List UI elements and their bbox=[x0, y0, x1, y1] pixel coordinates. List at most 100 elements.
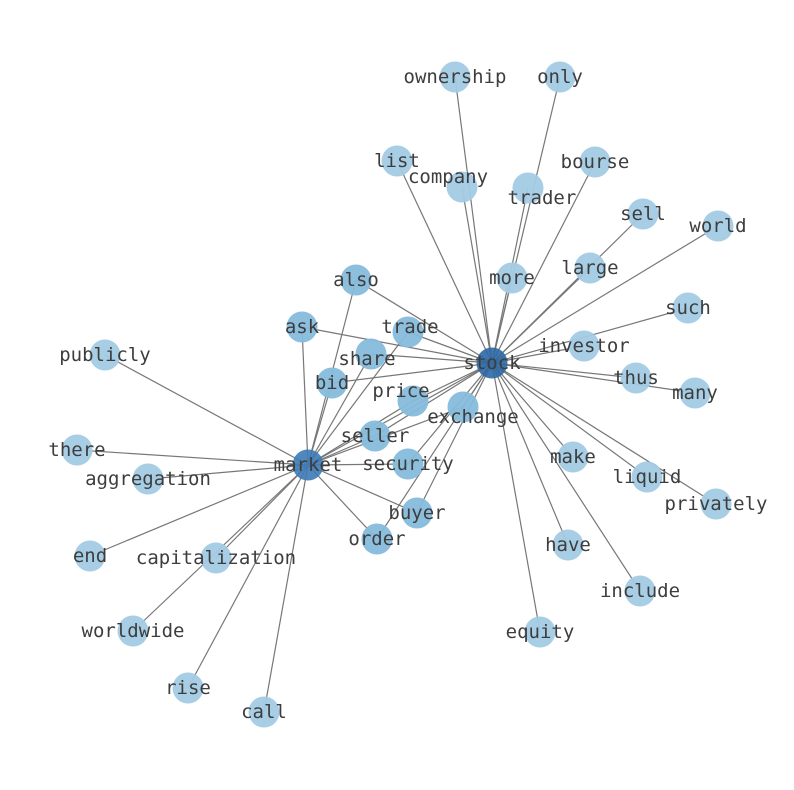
node-bid bbox=[316, 367, 348, 399]
node-label-bourse: bourse bbox=[561, 151, 630, 173]
node-label-have: have bbox=[545, 534, 591, 556]
node-such bbox=[672, 292, 704, 324]
node-label-privately: privately bbox=[665, 493, 768, 515]
node-buyer bbox=[401, 497, 433, 529]
node-security bbox=[392, 448, 424, 480]
edge-stock-list bbox=[396, 160, 493, 364]
edge-market-call bbox=[263, 464, 309, 713]
node-stock bbox=[476, 347, 508, 379]
node-label-world: world bbox=[689, 215, 746, 237]
edge-stock-company bbox=[461, 186, 493, 364]
node-label-thus: thus bbox=[613, 367, 659, 389]
node-call bbox=[248, 696, 280, 728]
node-sell bbox=[627, 198, 659, 230]
edge-market-rise bbox=[187, 464, 309, 689]
node-worldwide bbox=[117, 615, 149, 647]
node-exchange bbox=[447, 391, 479, 423]
nodes-layer bbox=[61, 61, 734, 728]
node-label-make: make bbox=[550, 446, 596, 468]
node-label-large: large bbox=[561, 257, 618, 279]
edge-stock-world bbox=[491, 225, 719, 364]
edge-market-ask bbox=[301, 326, 309, 466]
node-label-sell: sell bbox=[620, 203, 666, 225]
edge-market-order bbox=[307, 464, 378, 540]
node-label-ask: ask bbox=[285, 316, 320, 338]
node-label-company: company bbox=[408, 166, 488, 188]
node-label-also: also bbox=[333, 269, 379, 291]
node-aggregation bbox=[132, 463, 164, 495]
node-only bbox=[544, 61, 576, 93]
node-label-publicly: publicly bbox=[59, 344, 151, 366]
node-label-exchange: exchange bbox=[427, 406, 519, 428]
node-label-list: list bbox=[374, 150, 420, 172]
node-thus bbox=[620, 362, 652, 394]
node-investor bbox=[568, 330, 600, 362]
edge-market-share bbox=[307, 353, 372, 466]
node-label-more: more bbox=[489, 267, 535, 289]
edge-stock-equity bbox=[491, 362, 541, 633]
node-label-only: only bbox=[537, 66, 583, 88]
edge-market-aggregation bbox=[147, 464, 309, 480]
node-company bbox=[446, 171, 478, 203]
edge-stock-liquid bbox=[491, 362, 648, 478]
node-end bbox=[74, 540, 106, 572]
node-label-aggregation: aggregation bbox=[85, 468, 211, 490]
node-ask bbox=[286, 311, 318, 343]
node-ownership bbox=[439, 61, 471, 93]
node-there bbox=[61, 434, 93, 466]
edge-stock-seller bbox=[374, 362, 493, 437]
node-label-such: such bbox=[665, 297, 711, 319]
edge-stock-ownership bbox=[454, 76, 493, 364]
node-include bbox=[624, 575, 656, 607]
node-rise bbox=[172, 672, 204, 704]
node-capitalization bbox=[200, 542, 232, 574]
node-label-stock: stock bbox=[463, 352, 521, 374]
node-trader bbox=[512, 172, 544, 204]
edge-stock-have bbox=[491, 362, 569, 546]
node-label-seller: seller bbox=[341, 425, 410, 447]
node-market bbox=[292, 449, 324, 481]
edge-stock-order bbox=[376, 362, 493, 540]
node-publicly bbox=[89, 339, 121, 371]
node-label-rise: rise bbox=[165, 677, 211, 699]
node-list bbox=[381, 145, 413, 177]
node-label-ownership: ownership bbox=[404, 66, 507, 88]
node-label-there: there bbox=[48, 439, 105, 461]
node-more bbox=[496, 262, 528, 294]
node-label-call: call bbox=[241, 701, 287, 723]
node-label-market: market bbox=[274, 454, 343, 476]
node-label-order: order bbox=[348, 528, 405, 550]
edge-stock-bourse bbox=[491, 161, 596, 364]
node-label-bid: bid bbox=[315, 372, 349, 394]
edge-stock-many bbox=[491, 362, 696, 394]
edge-stock-ask bbox=[301, 326, 493, 364]
edge-market-trade bbox=[307, 331, 409, 466]
node-world bbox=[702, 210, 734, 242]
node-label-security: security bbox=[362, 453, 454, 475]
node-label-trader: trader bbox=[508, 187, 577, 209]
node-label-investor: investor bbox=[538, 335, 630, 357]
node-large bbox=[574, 252, 606, 284]
node-equity bbox=[524, 616, 556, 648]
node-liquid bbox=[631, 461, 663, 493]
node-have bbox=[552, 529, 584, 561]
node-share bbox=[355, 338, 387, 370]
node-label-liquid: liquid bbox=[613, 466, 682, 488]
node-price bbox=[397, 385, 429, 417]
node-label-equity: equity bbox=[506, 621, 575, 643]
edge-stock-share bbox=[370, 353, 493, 364]
edge-stock-privately bbox=[491, 362, 717, 505]
node-make bbox=[557, 441, 589, 473]
edge-market-there bbox=[76, 449, 309, 466]
edge-stock-bid bbox=[331, 362, 493, 384]
edge-stock-buyer bbox=[416, 362, 493, 514]
edge-market-capitalization bbox=[215, 464, 309, 559]
edge-stock-make bbox=[491, 362, 574, 458]
edge-market-buyer bbox=[307, 464, 418, 514]
node-label-buyer: buyer bbox=[388, 502, 445, 524]
edge-stock-large bbox=[491, 267, 591, 364]
node-also bbox=[340, 264, 372, 296]
node-label-many: many bbox=[672, 382, 718, 404]
